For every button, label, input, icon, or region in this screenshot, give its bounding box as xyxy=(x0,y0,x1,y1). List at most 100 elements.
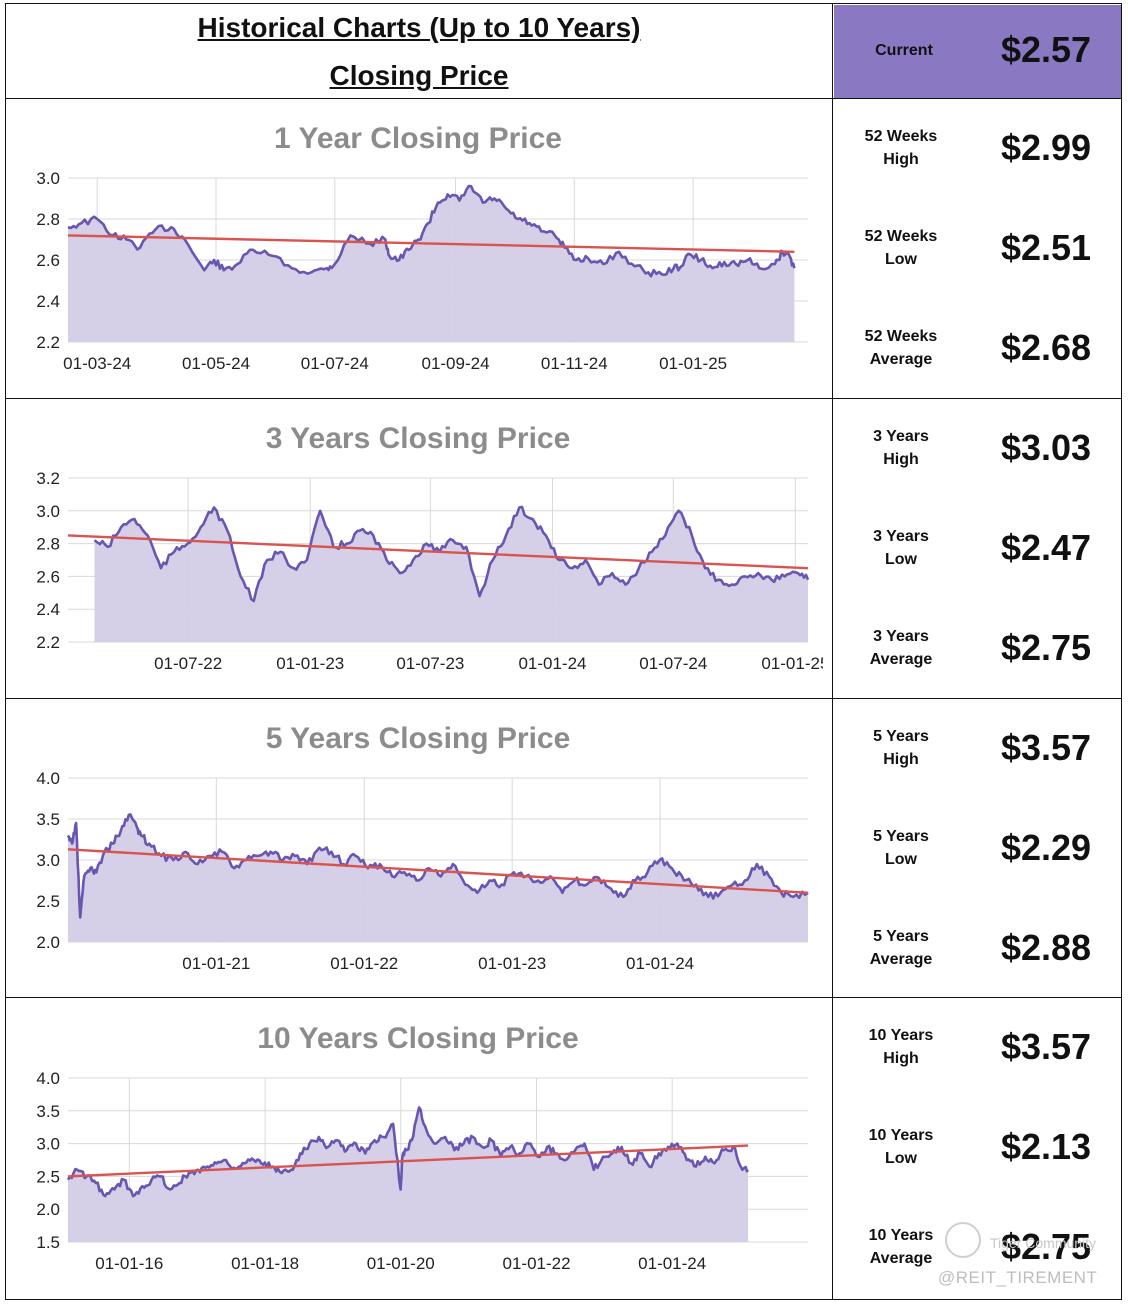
stat-label-line1: 5 Years xyxy=(873,728,929,745)
stat-label-line2: High xyxy=(883,751,919,768)
stat-value: $2.29 xyxy=(1000,827,1092,868)
stat-value: $3.57 xyxy=(1000,727,1092,768)
row-divider-4 xyxy=(5,997,1122,998)
stat-value: $2.68 xyxy=(1000,327,1092,368)
y-tick-label: 2.8 xyxy=(36,210,60,229)
y-tick-label: 2.0 xyxy=(36,1200,60,1219)
stat-value: $2.99 xyxy=(1000,127,1092,168)
stat-value: $2.47 xyxy=(1000,527,1092,568)
chart-1-year: 1 Year Closing Price 2.2 2.4 2.6 2.8 3.0 01-03… xyxy=(36,122,808,373)
y-tick-label: 3.0 xyxy=(36,1135,60,1154)
stat-label-line1: 10 Years xyxy=(868,1027,934,1044)
y-tick-label: 2.5 xyxy=(36,1167,60,1186)
stat-label-line1: 52 Weeks xyxy=(864,228,938,245)
stat-label-line2: Average xyxy=(869,1250,933,1267)
y-tick-label: 3.2 xyxy=(36,469,60,488)
price-area xyxy=(94,506,808,642)
price-line xyxy=(93,505,810,603)
row-divider-3 xyxy=(5,698,1122,699)
y-tick-label: 4.0 xyxy=(36,1069,60,1088)
y-tick-label: 2.6 xyxy=(36,567,60,586)
y-tick-label: 1.5 xyxy=(36,1233,60,1252)
x-tick-label: 01-01-22 xyxy=(503,1254,571,1273)
y-tick-label: 3.0 xyxy=(36,502,60,521)
stat-label-line2: Average xyxy=(869,651,933,668)
x-tick-label: 01-01-25 xyxy=(659,354,727,373)
stat-label-line1: 10 Years xyxy=(868,1227,934,1244)
stat-label-line1: 52 Weeks xyxy=(864,328,938,345)
y-tick-label: 2.2 xyxy=(36,333,60,352)
stat-value: $2.75 xyxy=(1000,627,1092,668)
stat-label-line1: 5 Years xyxy=(873,828,929,845)
chart-title: 5 Years Closing Price xyxy=(266,722,571,755)
trend-line xyxy=(67,234,795,253)
stat-label-line2: High xyxy=(883,1050,919,1067)
trend-line xyxy=(67,534,809,570)
stat-value: $2.75 xyxy=(1000,1226,1092,1267)
row-divider-2 xyxy=(5,398,1122,399)
price-line xyxy=(67,184,796,278)
watermark-logo-icon xyxy=(945,1222,981,1258)
x-tick-label: 01-01-24 xyxy=(638,1254,706,1273)
price-area xyxy=(68,814,808,942)
x-tick-label: 01-01-25 xyxy=(761,654,823,673)
chart-3-years: 3 Years Closing Price 2.2 2.4 2.6 2.8 3.0 3.2 0… xyxy=(36,422,823,673)
x-tick-label: 01-01-18 xyxy=(231,1254,299,1273)
stat-label-line1: 3 Years xyxy=(873,428,929,445)
stat-value: $2.13 xyxy=(1000,1126,1092,1167)
column-divider xyxy=(832,3,833,1300)
chart-title: 1 Year Closing Price xyxy=(274,122,562,155)
trend-line xyxy=(67,848,809,894)
stat-label-line2: Low xyxy=(885,1150,917,1167)
y-tick-label: 2.4 xyxy=(36,600,60,619)
chart-title: 3 Years Closing Price xyxy=(266,422,571,455)
stat-label-line2: High xyxy=(883,151,919,168)
price-line xyxy=(66,813,809,919)
current-price-cell: Current $2.57 xyxy=(834,5,1121,98)
y-tick-label: 3.0 xyxy=(36,851,60,870)
price-area xyxy=(68,186,795,342)
x-tick-label: 01-03-24 xyxy=(63,354,131,373)
stat-label-line1: 3 Years xyxy=(873,528,929,545)
stat-label-line2: Low xyxy=(885,851,917,868)
stat-label-line1: 52 Weeks xyxy=(864,128,938,145)
stat-value: $3.57 xyxy=(1000,1026,1092,1067)
x-tick-label: 01-01-20 xyxy=(367,1254,435,1273)
x-tick-label: 01-05-24 xyxy=(182,354,250,373)
y-tick-label: 2.0 xyxy=(36,933,60,952)
stat-label-line1: 3 Years xyxy=(873,628,929,645)
watermark-community: Tiger Community xyxy=(990,1235,1097,1251)
row-divider-1 xyxy=(5,98,1122,99)
stat-value: $2.51 xyxy=(1000,227,1092,268)
price-area xyxy=(68,1107,748,1242)
x-tick-label: 01-01-23 xyxy=(276,654,344,673)
y-tick-label: 2.8 xyxy=(36,535,60,554)
header-subtitle: Closing Price xyxy=(329,59,509,91)
y-tick-label: 3.5 xyxy=(36,810,60,829)
chart-title: 10 Years Closing Price xyxy=(257,1022,578,1055)
table-frame xyxy=(5,3,1122,1300)
stat-label-line1: 10 Years xyxy=(868,1127,934,1144)
x-tick-label: 01-01-24 xyxy=(518,654,586,673)
x-tick-label: 01-01-21 xyxy=(182,954,250,973)
x-tick-label: 01-07-24 xyxy=(301,354,369,373)
y-tick-label: 2.2 xyxy=(36,633,60,652)
y-tick-label: 2.5 xyxy=(36,892,60,911)
x-tick-label: 01-09-24 xyxy=(421,354,489,373)
current-value: $2.57 xyxy=(1000,29,1092,70)
chart-5-years: 5 Years Closing Price 2.0 2.5 3.0 3.5 4.0 01-0… xyxy=(36,722,809,973)
x-tick-label: 01-07-22 xyxy=(154,654,222,673)
x-tick-label: 01-07-23 xyxy=(396,654,464,673)
watermark-handle: @REIT_TIREMENT xyxy=(938,1268,1098,1287)
header: Historical Charts (Up to 10 Years) Closi… xyxy=(6,4,832,99)
y-tick-label: 2.6 xyxy=(36,251,60,270)
stat-label-line2: Low xyxy=(885,251,917,268)
stat-label-line2: High xyxy=(883,451,919,468)
x-tick-label: 01-01-24 xyxy=(626,954,694,973)
stat-value: $3.03 xyxy=(1000,427,1092,468)
stat-value: $2.88 xyxy=(1000,927,1092,968)
trend-line xyxy=(67,1144,749,1178)
x-tick-label: 01-11-24 xyxy=(541,354,608,373)
price-line xyxy=(66,1106,750,1198)
x-tick-label: 01-01-22 xyxy=(330,954,398,973)
